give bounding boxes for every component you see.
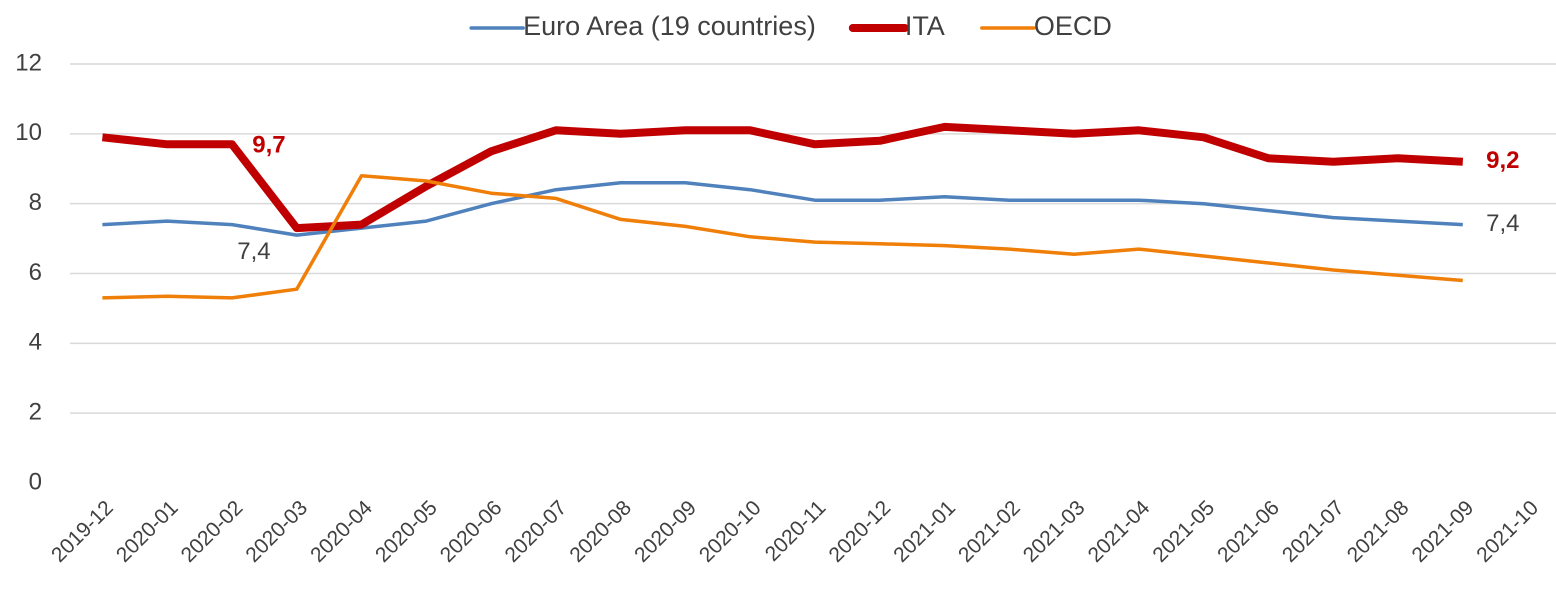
x-tick-label: 2019-12	[47, 496, 118, 567]
y-tick-label: 8	[29, 189, 42, 216]
legend-label: Euro Area (19 countries)	[523, 11, 816, 41]
x-tick-label: 2020-02	[177, 496, 248, 567]
x-tick-label: 2021-07	[1278, 496, 1349, 567]
y-tick-label: 4	[29, 329, 42, 356]
x-tick-label: 2021-01	[889, 496, 960, 567]
data-label: 9,7	[252, 132, 285, 159]
legend-label: OECD	[1034, 11, 1112, 41]
x-tick-label: 2021-04	[1084, 496, 1155, 567]
x-tick-label: 2020-04	[306, 496, 377, 567]
x-tick-label: 2021-05	[1148, 496, 1219, 567]
x-tick-label: 2020-12	[824, 496, 895, 567]
y-tick-label: 6	[29, 259, 42, 286]
x-tick-label: 2021-10	[1472, 496, 1543, 567]
x-tick-label: 2020-01	[112, 496, 183, 567]
series-line	[101, 122, 1464, 233]
x-tick-label: 2020-08	[565, 496, 636, 567]
y-tick-label: 0	[29, 468, 42, 495]
x-tick-label: 2021-09	[1408, 496, 1479, 567]
data-label: 7,4	[1486, 210, 1519, 237]
x-tick-label: 2021-06	[1213, 496, 1284, 567]
x-tick-label: 2020-10	[695, 496, 766, 567]
x-tick-label: 2020-11	[761, 496, 831, 566]
x-tick-label: 2020-05	[371, 496, 442, 567]
series-line	[102, 173, 1463, 300]
x-tick-label: 2021-03	[1019, 496, 1090, 567]
y-tick-label: 2	[29, 399, 42, 426]
data-label: 7,4	[237, 238, 270, 265]
data-label: 9,2	[1486, 147, 1519, 174]
x-tick-label: 2020-03	[241, 496, 312, 567]
x-tick-label: 2020-09	[630, 496, 701, 567]
y-tick-label: 10	[15, 119, 42, 146]
x-tick-label: 2020-06	[436, 496, 507, 567]
x-tick-label: 2021-02	[954, 496, 1025, 567]
x-tick-label: 2021-08	[1343, 496, 1414, 567]
x-tick-label: 2020-07	[501, 496, 572, 567]
legend-label: ITA	[905, 11, 945, 41]
y-tick-label: 12	[15, 49, 42, 76]
